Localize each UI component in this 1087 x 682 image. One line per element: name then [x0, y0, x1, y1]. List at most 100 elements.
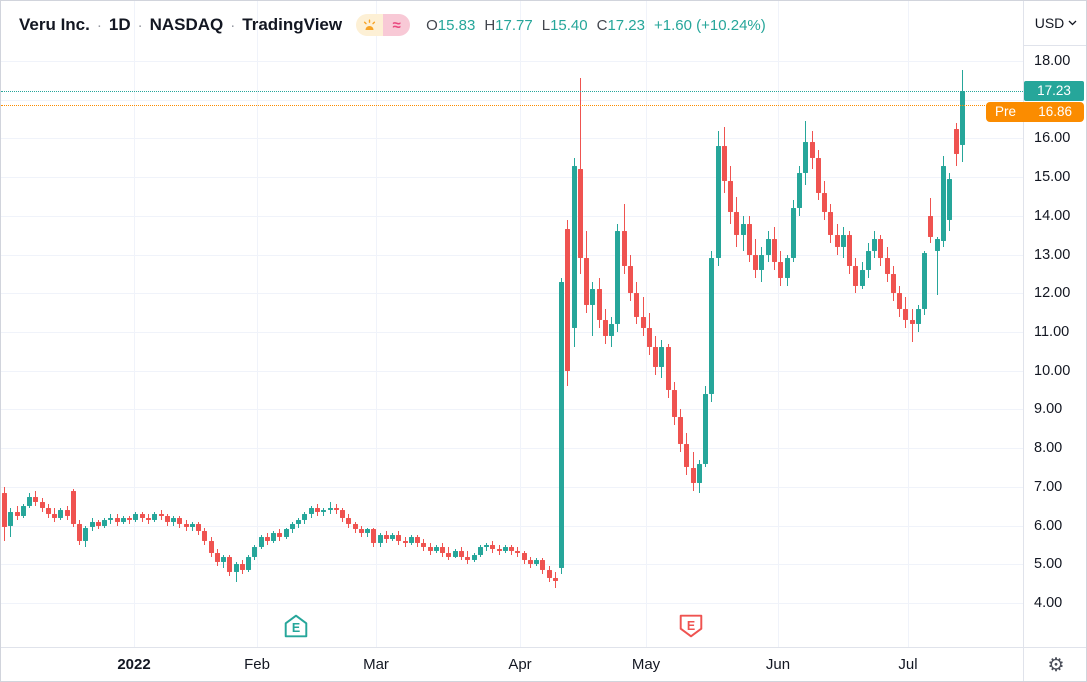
candle[interactable] [89, 521, 95, 528]
candle[interactable] [70, 490, 76, 524]
candle[interactable] [315, 508, 320, 512]
candle[interactable] [546, 570, 552, 578]
symbol-title[interactable]: Veru Inc. [19, 15, 90, 34]
candle[interactable] [164, 515, 170, 522]
candle[interactable] [609, 324, 615, 336]
candle[interactable] [872, 239, 878, 251]
candle-wick[interactable] [329, 502, 331, 514]
candle-wick[interactable] [911, 308, 913, 342]
candle[interactable] [421, 542, 427, 547]
candle-wick[interactable] [235, 562, 237, 582]
candle[interactable] [822, 192, 828, 212]
candle[interactable] [139, 513, 145, 518]
candle[interactable] [77, 523, 83, 542]
candle[interactable] [264, 537, 270, 542]
candle[interactable] [27, 496, 33, 507]
candle[interactable] [145, 517, 151, 520]
candle[interactable] [45, 508, 51, 514]
candle[interactable] [352, 523, 358, 530]
candle[interactable] [834, 235, 840, 247]
candle[interactable] [590, 289, 596, 305]
candle[interactable] [302, 513, 308, 520]
candle[interactable] [258, 537, 264, 547]
candle[interactable] [634, 293, 640, 317]
candle[interactable] [484, 544, 490, 547]
candle[interactable] [640, 316, 646, 329]
candle[interactable] [803, 142, 809, 174]
candle[interactable] [327, 508, 333, 511]
candle[interactable] [321, 510, 327, 512]
candle[interactable] [271, 533, 277, 542]
candle-wick[interactable] [129, 515, 131, 524]
candle[interactable] [440, 546, 446, 553]
earnings-marker-down-icon[interactable]: E [678, 613, 704, 639]
candle[interactable] [496, 548, 502, 551]
candle[interactable] [277, 533, 283, 538]
candle[interactable] [696, 463, 702, 483]
candle[interactable] [396, 535, 402, 542]
candle[interactable] [565, 229, 571, 371]
candle[interactable] [515, 550, 521, 553]
candle[interactable] [39, 502, 45, 509]
candle[interactable] [771, 239, 777, 263]
candle[interactable] [64, 510, 70, 516]
candle[interactable] [390, 535, 396, 540]
candle[interactable] [947, 179, 953, 220]
candle[interactable] [120, 517, 126, 522]
candle[interactable] [233, 564, 239, 573]
candle[interactable] [596, 289, 602, 321]
brand-label[interactable]: TradingView [242, 15, 343, 34]
candle[interactable] [865, 250, 871, 271]
candle[interactable] [847, 235, 853, 267]
candle[interactable] [941, 165, 946, 241]
candle[interactable] [183, 523, 189, 528]
candle[interactable] [684, 444, 690, 468]
sun-icon[interactable] [356, 14, 384, 36]
candle[interactable] [408, 537, 414, 543]
candle[interactable] [477, 546, 483, 555]
candle[interactable] [239, 564, 245, 571]
candle[interactable] [108, 517, 114, 520]
candle[interactable] [127, 517, 133, 520]
candle[interactable] [20, 506, 26, 516]
candle[interactable] [571, 165, 577, 329]
candle[interactable] [527, 560, 533, 565]
gear-icon[interactable]: ⚙ [1047, 655, 1065, 676]
currency-selector[interactable]: USD [1023, 1, 1086, 46]
candle[interactable] [252, 546, 258, 557]
candle[interactable] [897, 293, 903, 309]
candle[interactable] [365, 529, 371, 534]
candle[interactable] [928, 215, 934, 238]
candle[interactable] [158, 513, 164, 516]
candle[interactable] [853, 266, 859, 286]
candle[interactable] [734, 211, 740, 236]
candle[interactable] [577, 169, 583, 259]
candle[interactable] [759, 254, 765, 271]
candle[interactable] [358, 529, 364, 534]
candle-wick[interactable] [936, 237, 938, 296]
candle-wick[interactable] [323, 508, 325, 516]
candle[interactable] [208, 541, 214, 553]
candle[interactable] [296, 519, 302, 524]
candle[interactable] [884, 258, 890, 274]
candle[interactable] [703, 393, 709, 464]
candle[interactable] [283, 529, 289, 538]
candle[interactable] [52, 513, 58, 518]
candle[interactable] [509, 546, 515, 551]
candle[interactable] [202, 531, 208, 542]
candle[interactable] [953, 128, 959, 154]
time-axis[interactable]: 2022 Feb Mar Apr May Jun Jul [1, 647, 1023, 681]
candle[interactable] [615, 231, 621, 325]
candle[interactable] [246, 556, 252, 571]
candle[interactable] [890, 273, 896, 294]
candle[interactable] [402, 541, 408, 543]
candle[interactable] [196, 523, 202, 532]
candle[interactable] [765, 239, 771, 255]
candle[interactable] [653, 347, 659, 367]
earnings-marker-up-icon[interactable]: E [283, 613, 309, 639]
candle[interactable] [33, 496, 39, 503]
candle[interactable] [471, 554, 477, 561]
candle[interactable] [114, 517, 120, 522]
candle[interactable] [371, 529, 377, 543]
candle[interactable] [521, 552, 527, 561]
